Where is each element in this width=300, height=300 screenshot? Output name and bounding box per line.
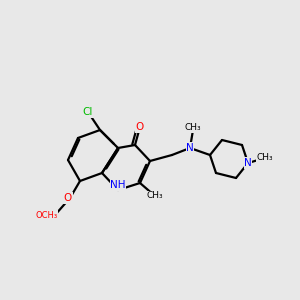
Text: N: N: [186, 143, 194, 153]
Text: O: O: [136, 122, 144, 132]
Text: CH₃: CH₃: [257, 154, 273, 163]
Text: N: N: [244, 158, 252, 168]
Text: CH₃: CH₃: [147, 191, 163, 200]
Text: OCH₃: OCH₃: [36, 211, 58, 220]
Text: Cl: Cl: [83, 107, 93, 117]
Text: O: O: [64, 193, 72, 203]
Text: NH: NH: [110, 180, 126, 190]
Text: CH₃: CH₃: [185, 124, 201, 133]
